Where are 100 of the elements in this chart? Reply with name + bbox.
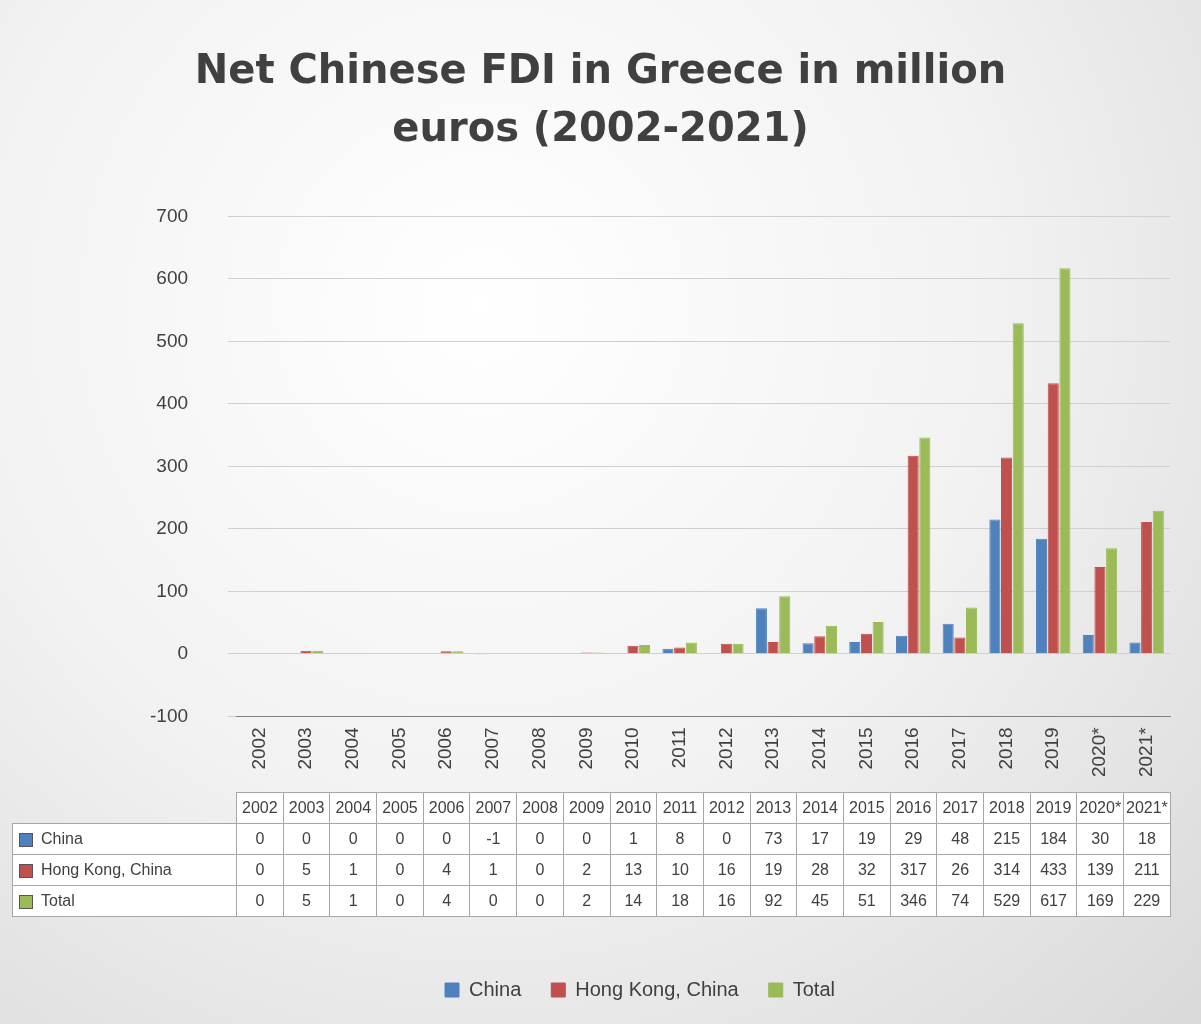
data-label: 8 <box>656 823 704 855</box>
data-label: -1 <box>469 823 517 855</box>
data-label: 0 <box>516 823 564 855</box>
bar <box>919 437 931 654</box>
data-label: 18 <box>656 885 704 917</box>
bar <box>1001 457 1013 654</box>
data-label: 215 <box>983 823 1031 855</box>
legend-label: China <box>469 977 523 1000</box>
y-tick-label: 300 <box>156 454 189 476</box>
data-label: 19 <box>843 823 891 855</box>
y-tick-label: 400 <box>156 392 189 414</box>
data-label: 433 <box>1030 854 1077 886</box>
data-label: 317 <box>890 854 937 886</box>
data-label: 0 <box>563 823 611 855</box>
legend-label: Hong Kong, China <box>12 854 237 886</box>
x-tick-label: 2014 <box>807 726 829 770</box>
text: China <box>41 830 83 847</box>
data-label: 26 <box>936 854 984 886</box>
bar <box>942 623 954 654</box>
bar <box>1059 268 1071 654</box>
data-label: 73 <box>750 823 797 855</box>
data-label: 2 <box>563 885 611 917</box>
data-label: 1 <box>329 854 377 886</box>
category-label: 2016 <box>895 799 932 816</box>
data-label: 0 <box>236 885 284 917</box>
bar <box>860 633 873 654</box>
data-label: 211 <box>1123 854 1171 886</box>
data-label: 0 <box>516 885 564 917</box>
chart-title: Net Chinese FDI in Greece in million euros (2002-2021) <box>193 45 1008 152</box>
category-label: 2019 <box>1035 799 1072 816</box>
bar <box>755 608 767 654</box>
bar <box>907 455 919 654</box>
data-label: 30 <box>1076 823 1124 855</box>
x-tick-label: 2011 <box>667 727 689 769</box>
x-tick-label: 2017 <box>948 727 970 770</box>
data-label: 48 <box>936 823 984 855</box>
data-label: 5 <box>283 854 330 886</box>
data-label: 16 <box>703 885 751 917</box>
x-tick-label: 2021* <box>1134 726 1156 778</box>
data-label: 14 <box>610 885 657 917</box>
data-label: 74 <box>936 885 984 917</box>
y-tick-label: 100 <box>156 579 189 601</box>
x-tick-label: 2016 <box>901 727 923 770</box>
data-label: 10 <box>656 854 704 886</box>
data-label: 229 <box>1123 885 1171 917</box>
category-label: 2020* <box>1079 799 1122 816</box>
data-label: 13 <box>610 854 657 886</box>
x-tick-label: 2002 <box>247 727 269 770</box>
text: Hong Kong, China <box>575 977 739 1000</box>
data-label: 4 <box>423 885 470 917</box>
y-tick-label: 500 <box>156 329 189 351</box>
category-label: 2017 <box>942 799 978 816</box>
x-tick-label: 2007 <box>481 727 503 770</box>
x-tick-label: 2012 <box>714 727 736 770</box>
category-label: 2005 <box>382 799 418 816</box>
y-tick-label: 700 <box>156 204 189 226</box>
category-label: 2010 <box>615 799 652 816</box>
bar <box>1036 538 1048 654</box>
data-label: 314 <box>983 854 1031 886</box>
data-label: 0 <box>236 854 284 886</box>
x-tick-label: 2018 <box>994 727 1016 770</box>
category-label: 2013 <box>755 799 792 816</box>
text: Total <box>41 892 75 909</box>
x-tick-label: 2015 <box>854 727 876 770</box>
category-label: 2008 <box>522 799 558 816</box>
x-tick-label: 2020* <box>1088 726 1110 778</box>
data-label: 0 <box>329 823 377 855</box>
category-label: 2014 <box>802 799 838 816</box>
data-label: 28 <box>796 854 844 886</box>
data-label: 2 <box>563 854 611 886</box>
bar <box>1012 323 1024 654</box>
bar <box>779 596 791 654</box>
y-tick-label: -100 <box>150 704 189 726</box>
x-tick-label: 2013 <box>761 727 783 770</box>
data-label: 51 <box>843 885 891 917</box>
data-label: 529 <box>983 885 1031 917</box>
data-label: 1 <box>610 823 657 855</box>
bar <box>989 519 1001 654</box>
bar <box>662 648 674 654</box>
data-label: 0 <box>376 885 424 917</box>
category-label: 2003 <box>288 799 325 816</box>
bar <box>1047 383 1059 654</box>
data-label: 29 <box>890 823 937 855</box>
bar <box>825 625 837 654</box>
x-tick-label: 2006 <box>434 727 456 770</box>
data-label: 0 <box>516 854 564 886</box>
legend-label: Total <box>792 977 835 1000</box>
x-tick-label: 2019 <box>1041 727 1063 770</box>
data-label: 18 <box>1123 823 1171 855</box>
data-label: 0 <box>469 885 517 917</box>
x-tick-label: 2009 <box>574 727 596 770</box>
x-tick-label: 2003 <box>294 727 316 770</box>
data-label: 1 <box>329 885 377 917</box>
x-tick-label: 2005 <box>387 727 409 770</box>
data-label: 1 <box>469 854 517 886</box>
bar <box>965 607 978 654</box>
category-label: 2009 <box>568 799 605 816</box>
bar <box>1106 548 1118 654</box>
category-label: 2015 <box>849 799 885 816</box>
data-label: 32 <box>843 854 891 886</box>
